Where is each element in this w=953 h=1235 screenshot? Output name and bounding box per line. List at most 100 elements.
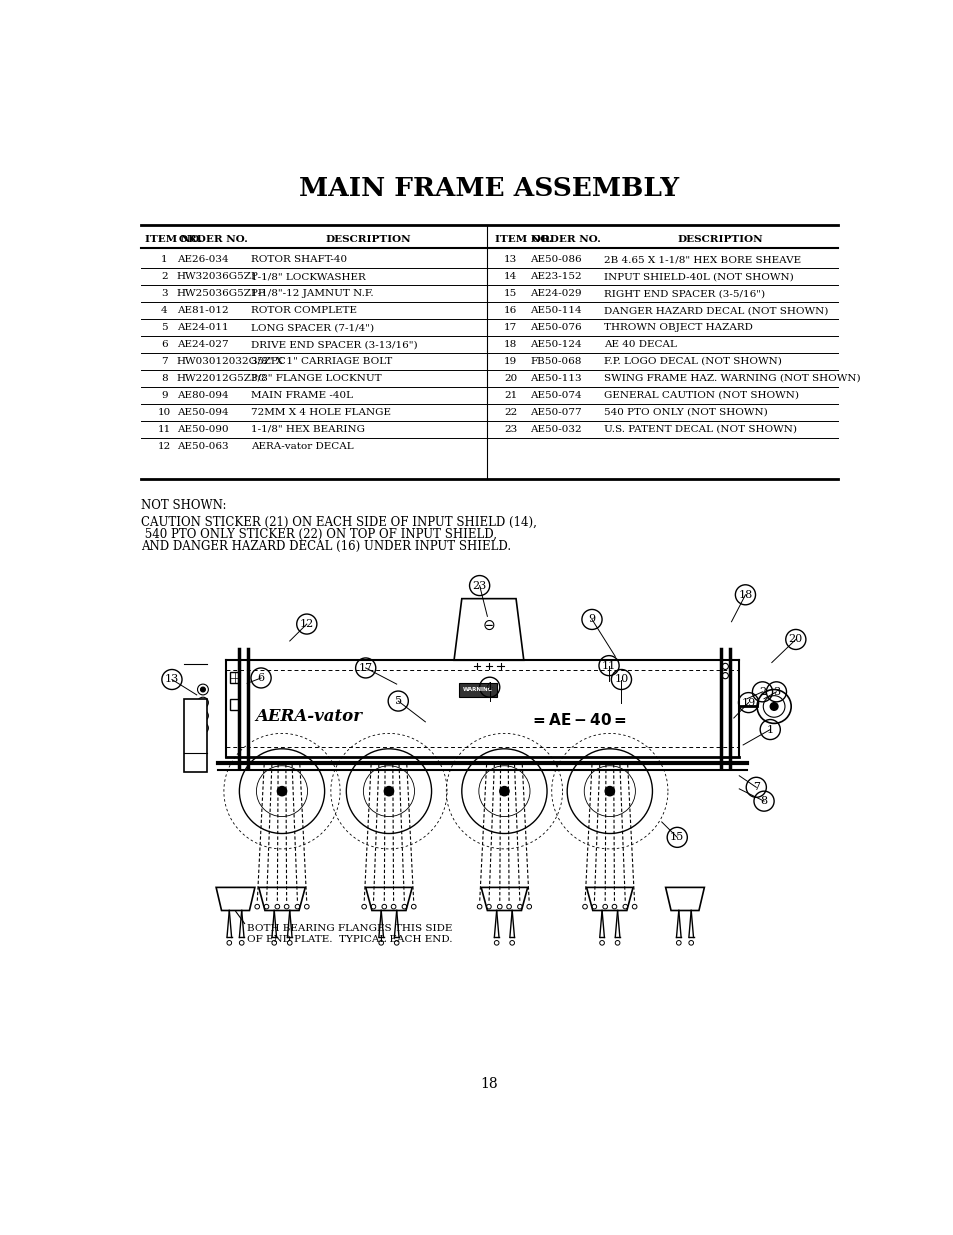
Text: 5: 5	[161, 324, 168, 332]
Text: LONG SPACER (7-1/4"): LONG SPACER (7-1/4")	[251, 324, 374, 332]
Text: 10: 10	[157, 408, 171, 416]
Text: 6: 6	[161, 340, 168, 350]
Text: AE50-124: AE50-124	[530, 340, 581, 350]
Text: OF END PLATE.  TYPICAL EACH END.: OF END PLATE. TYPICAL EACH END.	[247, 935, 452, 944]
Text: GENERAL CAUTION (NOT SHOWN): GENERAL CAUTION (NOT SHOWN)	[603, 390, 798, 400]
Text: 18: 18	[479, 1077, 497, 1091]
Text: 9: 9	[588, 615, 595, 625]
Text: RIGHT END SPACER (3-5/16"): RIGHT END SPACER (3-5/16")	[603, 289, 764, 298]
Text: 20: 20	[503, 374, 517, 383]
Text: 1: 1	[766, 725, 773, 735]
Text: 10: 10	[614, 674, 628, 684]
Circle shape	[200, 714, 205, 718]
FancyBboxPatch shape	[458, 683, 497, 698]
Text: AE50-113: AE50-113	[530, 374, 581, 383]
Text: AE50-032: AE50-032	[530, 425, 581, 433]
Text: 2: 2	[161, 272, 168, 282]
Text: 18: 18	[503, 340, 517, 350]
Text: 1-1/8"-12 JAMNUT N.F.: 1-1/8"-12 JAMNUT N.F.	[251, 289, 374, 298]
FancyBboxPatch shape	[230, 699, 239, 710]
Text: ORDER NO.: ORDER NO.	[532, 235, 600, 243]
Text: 22: 22	[503, 408, 517, 416]
Text: THROWN OBJECT HAZARD: THROWN OBJECT HAZARD	[603, 324, 752, 332]
Text: 11: 11	[601, 661, 616, 671]
Text: U.S. PATENT DECAL (NOT SHOWN): U.S. PATENT DECAL (NOT SHOWN)	[603, 425, 796, 433]
Text: 7: 7	[161, 357, 168, 366]
Text: 3: 3	[161, 289, 168, 298]
Text: 540 PTO ONLY (NOT SHOWN): 540 PTO ONLY (NOT SHOWN)	[603, 408, 766, 416]
Text: NOT SHOWN:: NOT SHOWN:	[141, 499, 226, 511]
Text: HW22012G5ZPC: HW22012G5ZPC	[176, 374, 266, 383]
Text: 3/8" X 1" CARRIAGE BOLT: 3/8" X 1" CARRIAGE BOLT	[251, 357, 392, 366]
Text: ⊖: ⊖	[482, 618, 495, 634]
Circle shape	[604, 787, 614, 795]
Text: 540 PTO ONLY STICKER (22) ON TOP OF INPUT SHIELD,: 540 PTO ONLY STICKER (22) ON TOP OF INPU…	[141, 527, 497, 541]
Circle shape	[200, 687, 205, 692]
Text: 2: 2	[759, 687, 765, 697]
Text: HW25036G5ZPF: HW25036G5ZPF	[176, 289, 265, 298]
Text: AE80-094: AE80-094	[176, 390, 228, 400]
Text: DESCRIPTION: DESCRIPTION	[325, 235, 411, 243]
Text: 13: 13	[503, 256, 517, 264]
Circle shape	[200, 700, 205, 705]
Text: AE50-086: AE50-086	[530, 256, 581, 264]
Circle shape	[769, 703, 778, 710]
Text: ROTOR SHAFT-40: ROTOR SHAFT-40	[251, 256, 347, 264]
Text: MAIN FRAME ASSEMBLY: MAIN FRAME ASSEMBLY	[298, 175, 679, 201]
Text: AE24-027: AE24-027	[176, 340, 228, 350]
Text: ORDER NO.: ORDER NO.	[179, 235, 248, 243]
Text: AE50-076: AE50-076	[530, 324, 581, 332]
Text: 23: 23	[472, 580, 486, 590]
Text: 12: 12	[157, 442, 171, 451]
Text: ROTOR COMPLETE: ROTOR COMPLETE	[251, 306, 356, 315]
Text: 17: 17	[358, 663, 373, 673]
Text: ITEM NO.: ITEM NO.	[145, 235, 202, 243]
Text: 16: 16	[503, 306, 517, 315]
Circle shape	[277, 787, 286, 795]
Text: ITEM NO.: ITEM NO.	[495, 235, 552, 243]
Text: AE50-077: AE50-077	[530, 408, 581, 416]
Text: 6: 6	[257, 673, 264, 683]
Text: AE50-090: AE50-090	[176, 425, 228, 433]
Text: 7: 7	[752, 782, 759, 793]
Text: AE50-094: AE50-094	[176, 408, 228, 416]
Text: 1-1/8" HEX BEARING: 1-1/8" HEX BEARING	[251, 425, 365, 433]
Text: 4: 4	[486, 682, 493, 692]
Text: INPUT SHIELD-40L (NOT SHOWN): INPUT SHIELD-40L (NOT SHOWN)	[603, 272, 793, 282]
Text: AND DANGER HAZARD DECAL (16) UNDER INPUT SHIELD.: AND DANGER HAZARD DECAL (16) UNDER INPUT…	[141, 540, 511, 553]
Text: SWING FRAME HAZ. WARNING (NOT SHOWN): SWING FRAME HAZ. WARNING (NOT SHOWN)	[603, 374, 860, 383]
Text: DANGER HAZARD DECAL (NOT SHOWN): DANGER HAZARD DECAL (NOT SHOWN)	[603, 306, 827, 315]
Text: AE24-011: AE24-011	[176, 324, 228, 332]
Text: AE24-029: AE24-029	[530, 289, 581, 298]
Text: 14: 14	[503, 272, 517, 282]
Text: 1-1/8" LOCKWASHER: 1-1/8" LOCKWASHER	[251, 272, 365, 282]
FancyBboxPatch shape	[230, 672, 239, 683]
Text: 15: 15	[669, 832, 683, 842]
Text: 15: 15	[503, 289, 517, 298]
Text: $\mathbf{=AE-40=}$: $\mathbf{=AE-40=}$	[530, 713, 626, 729]
Text: AE26-034: AE26-034	[176, 256, 228, 264]
Text: F.P. LOGO DECAL (NOT SHOWN): F.P. LOGO DECAL (NOT SHOWN)	[603, 357, 781, 366]
Text: 8: 8	[760, 797, 767, 806]
Text: 4: 4	[161, 306, 168, 315]
Text: AE81-012: AE81-012	[176, 306, 228, 315]
Text: DRIVE END SPACER (3-13/16"): DRIVE END SPACER (3-13/16")	[251, 340, 417, 350]
Text: HW03012032G5ZPC: HW03012032G5ZPC	[176, 357, 286, 366]
Text: 11: 11	[157, 425, 171, 433]
Text: AERA-vator DECAL: AERA-vator DECAL	[251, 442, 354, 451]
Text: MAIN FRAME -40L: MAIN FRAME -40L	[251, 390, 353, 400]
Text: AE 40 DECAL: AE 40 DECAL	[603, 340, 676, 350]
Text: 17: 17	[503, 324, 517, 332]
FancyBboxPatch shape	[183, 699, 207, 772]
Circle shape	[499, 787, 509, 795]
Text: 3/8" FLANGE LOCKNUT: 3/8" FLANGE LOCKNUT	[251, 374, 381, 383]
Text: AE50-063: AE50-063	[176, 442, 228, 451]
Text: 13: 13	[165, 674, 179, 684]
Text: DESCRIPTION: DESCRIPTION	[677, 235, 761, 243]
Text: CAUTION STICKER (21) ON EACH SIDE OF INPUT SHIELD (14),: CAUTION STICKER (21) ON EACH SIDE OF INP…	[141, 515, 537, 529]
Text: 2B 4.65 X 1-1/8" HEX BORE SHEAVE: 2B 4.65 X 1-1/8" HEX BORE SHEAVE	[603, 256, 800, 264]
Circle shape	[200, 726, 205, 730]
Text: AE50-074: AE50-074	[530, 390, 581, 400]
Text: FB50-068: FB50-068	[530, 357, 580, 366]
Text: 23: 23	[503, 425, 517, 433]
